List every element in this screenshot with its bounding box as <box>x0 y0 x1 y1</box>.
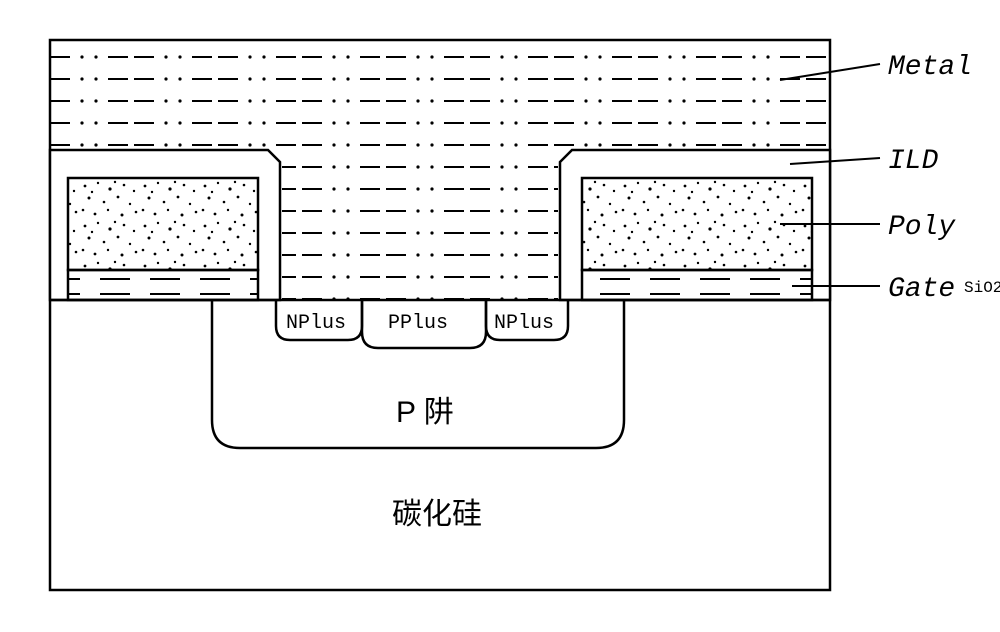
label-pwell: P 阱 <box>396 396 454 429</box>
poly-right <box>582 178 812 270</box>
label-poly: Poly <box>888 212 956 243</box>
gate-oxide-left <box>68 270 258 300</box>
label-ild: ILD <box>888 146 939 177</box>
mosfet-diagram: Metal ILD Poly Gate SiO2 NPlus PPlus NPl… <box>20 20 1000 612</box>
diagram-container: Metal ILD Poly Gate SiO2 NPlus PPlus NPl… <box>20 20 1000 612</box>
poly-left <box>68 178 258 270</box>
label-substrate: 碳化硅 <box>392 498 482 531</box>
label-metal: Metal <box>888 52 972 83</box>
label-pplus: PPlus <box>388 312 448 335</box>
label-sio2: SiO2 <box>964 279 1000 297</box>
label-nplus-left: NPlus <box>286 312 346 335</box>
gate-oxide-right <box>582 270 812 300</box>
label-gate: Gate <box>888 274 955 305</box>
label-nplus-right: NPlus <box>494 312 554 335</box>
